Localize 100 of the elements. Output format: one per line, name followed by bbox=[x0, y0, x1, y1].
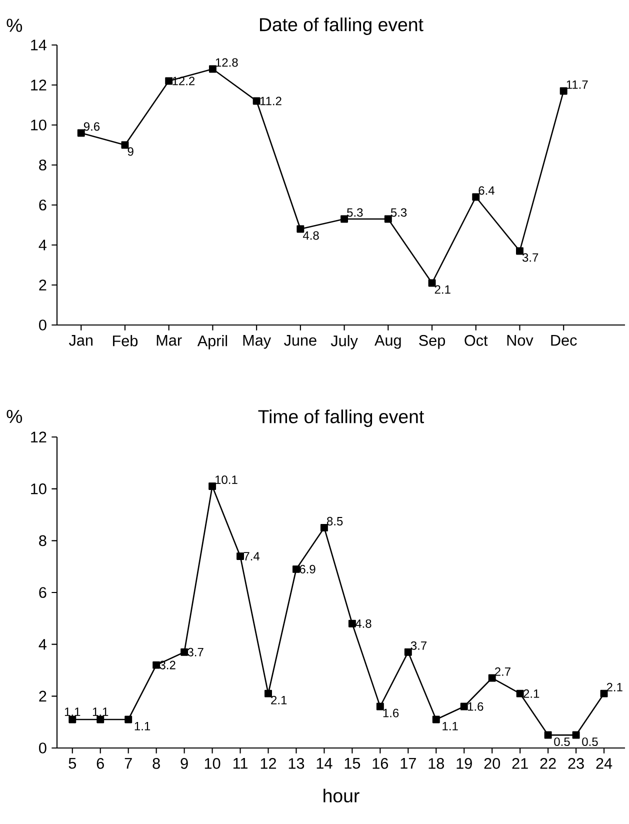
point bbox=[384, 215, 392, 223]
data-label: 1.1 bbox=[134, 722, 150, 730]
data-label: 5.3 bbox=[390, 208, 407, 217]
point bbox=[77, 129, 85, 137]
point bbox=[252, 97, 260, 105]
y-tick-label: 8 bbox=[39, 535, 46, 546]
data-label: 2.1 bbox=[434, 285, 450, 294]
point bbox=[516, 247, 524, 255]
chart-title: Date of falling event bbox=[260, 18, 424, 35]
point bbox=[516, 690, 524, 698]
x-tick-label: 15 bbox=[344, 758, 360, 769]
y-tick-label: 12 bbox=[31, 80, 46, 90]
x-tick-label: 7 bbox=[124, 758, 132, 769]
x-tick-label: 10 bbox=[204, 758, 220, 769]
data-label: 1.1 bbox=[92, 708, 108, 716]
x-axis-title: hour bbox=[324, 788, 360, 802]
x-tick-label: April bbox=[197, 335, 228, 350]
y-tick-label: 0 bbox=[39, 742, 46, 754]
point bbox=[208, 65, 216, 73]
x-tick-label: 5 bbox=[68, 758, 76, 769]
data-label: 11.7 bbox=[566, 80, 588, 89]
data-label: 1.6 bbox=[468, 702, 484, 711]
x-tick-label: Aug bbox=[374, 335, 401, 349]
point bbox=[348, 620, 356, 628]
x-tick-label: 12 bbox=[260, 758, 276, 769]
point bbox=[124, 716, 132, 724]
point bbox=[340, 215, 348, 223]
data-label: 3.2 bbox=[160, 660, 176, 670]
point bbox=[292, 565, 300, 573]
point bbox=[68, 716, 76, 724]
x-tick-label: 22 bbox=[540, 758, 556, 769]
y-tick-label: 4 bbox=[38, 240, 46, 250]
y-tick-label: 0 bbox=[39, 320, 46, 330]
x-tick-label: 23 bbox=[568, 758, 584, 769]
x-tick-label: 8 bbox=[152, 758, 160, 769]
point bbox=[264, 690, 272, 698]
point bbox=[404, 648, 412, 656]
point bbox=[208, 482, 216, 490]
point bbox=[376, 702, 384, 710]
x-tick-label: 11 bbox=[233, 758, 248, 769]
point bbox=[320, 524, 328, 532]
x-tick-label: 9 bbox=[180, 758, 188, 769]
y-tick-label: 10 bbox=[31, 120, 46, 130]
data-label: 12.8 bbox=[216, 58, 238, 67]
data-label: 1.6 bbox=[383, 708, 399, 718]
data-label: 2.1 bbox=[271, 696, 287, 704]
y-axis-title: % bbox=[6, 18, 22, 32]
x-tick-label: 24 bbox=[596, 758, 612, 769]
point bbox=[460, 702, 468, 710]
data-label: 10.1 bbox=[215, 475, 238, 484]
data-label: 9 bbox=[128, 147, 134, 156]
x-tick-label: July bbox=[330, 335, 358, 350]
x-tick-label: 21 bbox=[512, 758, 528, 769]
point bbox=[560, 87, 568, 95]
point bbox=[96, 716, 104, 724]
x-tick-label: 19 bbox=[456, 758, 472, 769]
y-tick-label: 2 bbox=[39, 280, 46, 290]
data-label: 1.1 bbox=[64, 708, 80, 716]
data-label: 4.8 bbox=[302, 231, 319, 240]
point bbox=[296, 225, 304, 233]
point bbox=[165, 77, 173, 85]
x-tick-label: Mar bbox=[156, 335, 182, 346]
x-tick-label: Nov bbox=[507, 335, 534, 346]
x-tick-label: June bbox=[284, 335, 316, 346]
x-tick-label: Feb bbox=[113, 335, 138, 346]
data-label: 9.6 bbox=[84, 122, 100, 131]
data-label: 8.5 bbox=[327, 516, 343, 526]
data-label: 1.1 bbox=[442, 722, 458, 730]
point bbox=[600, 690, 608, 698]
data-label: 0.5 bbox=[582, 737, 598, 746]
data-label: 0.5 bbox=[554, 737, 570, 746]
y-tick-label: 12 bbox=[31, 432, 46, 442]
x-tick-label: 13 bbox=[288, 758, 304, 769]
data-label: 2.1 bbox=[606, 682, 622, 692]
point bbox=[428, 279, 436, 287]
x-tick-label: 6 bbox=[96, 758, 104, 769]
y-tick-label: 6 bbox=[39, 587, 46, 598]
x-tick-label: Jan bbox=[68, 335, 92, 346]
point bbox=[572, 731, 580, 739]
point bbox=[472, 193, 480, 201]
y-tick-label: 14 bbox=[31, 40, 46, 50]
x-tick-label: Oct bbox=[464, 335, 488, 346]
point bbox=[432, 716, 440, 724]
chart-title: Time of falling event bbox=[258, 410, 424, 427]
y-tick-label: 8 bbox=[39, 160, 46, 170]
data-label: 2.7 bbox=[494, 667, 510, 676]
y-tick-label: 10 bbox=[31, 483, 46, 494]
data-label: 3.7 bbox=[410, 641, 426, 650]
x-tick-label: 17 bbox=[400, 758, 416, 769]
x-tick-label: 20 bbox=[484, 758, 500, 769]
x-tick-label: Dec bbox=[551, 335, 577, 346]
data-label: 3.7 bbox=[188, 648, 204, 656]
y-tick-label: 2 bbox=[39, 690, 46, 702]
point bbox=[180, 648, 188, 656]
x-tick-label: 14 bbox=[316, 758, 332, 769]
x-tick-label: Sep bbox=[419, 335, 446, 349]
x-tick-label: May bbox=[243, 335, 272, 349]
y-axis-title: % bbox=[6, 410, 22, 423]
point bbox=[152, 661, 160, 669]
x-tick-label: 18 bbox=[428, 758, 444, 769]
